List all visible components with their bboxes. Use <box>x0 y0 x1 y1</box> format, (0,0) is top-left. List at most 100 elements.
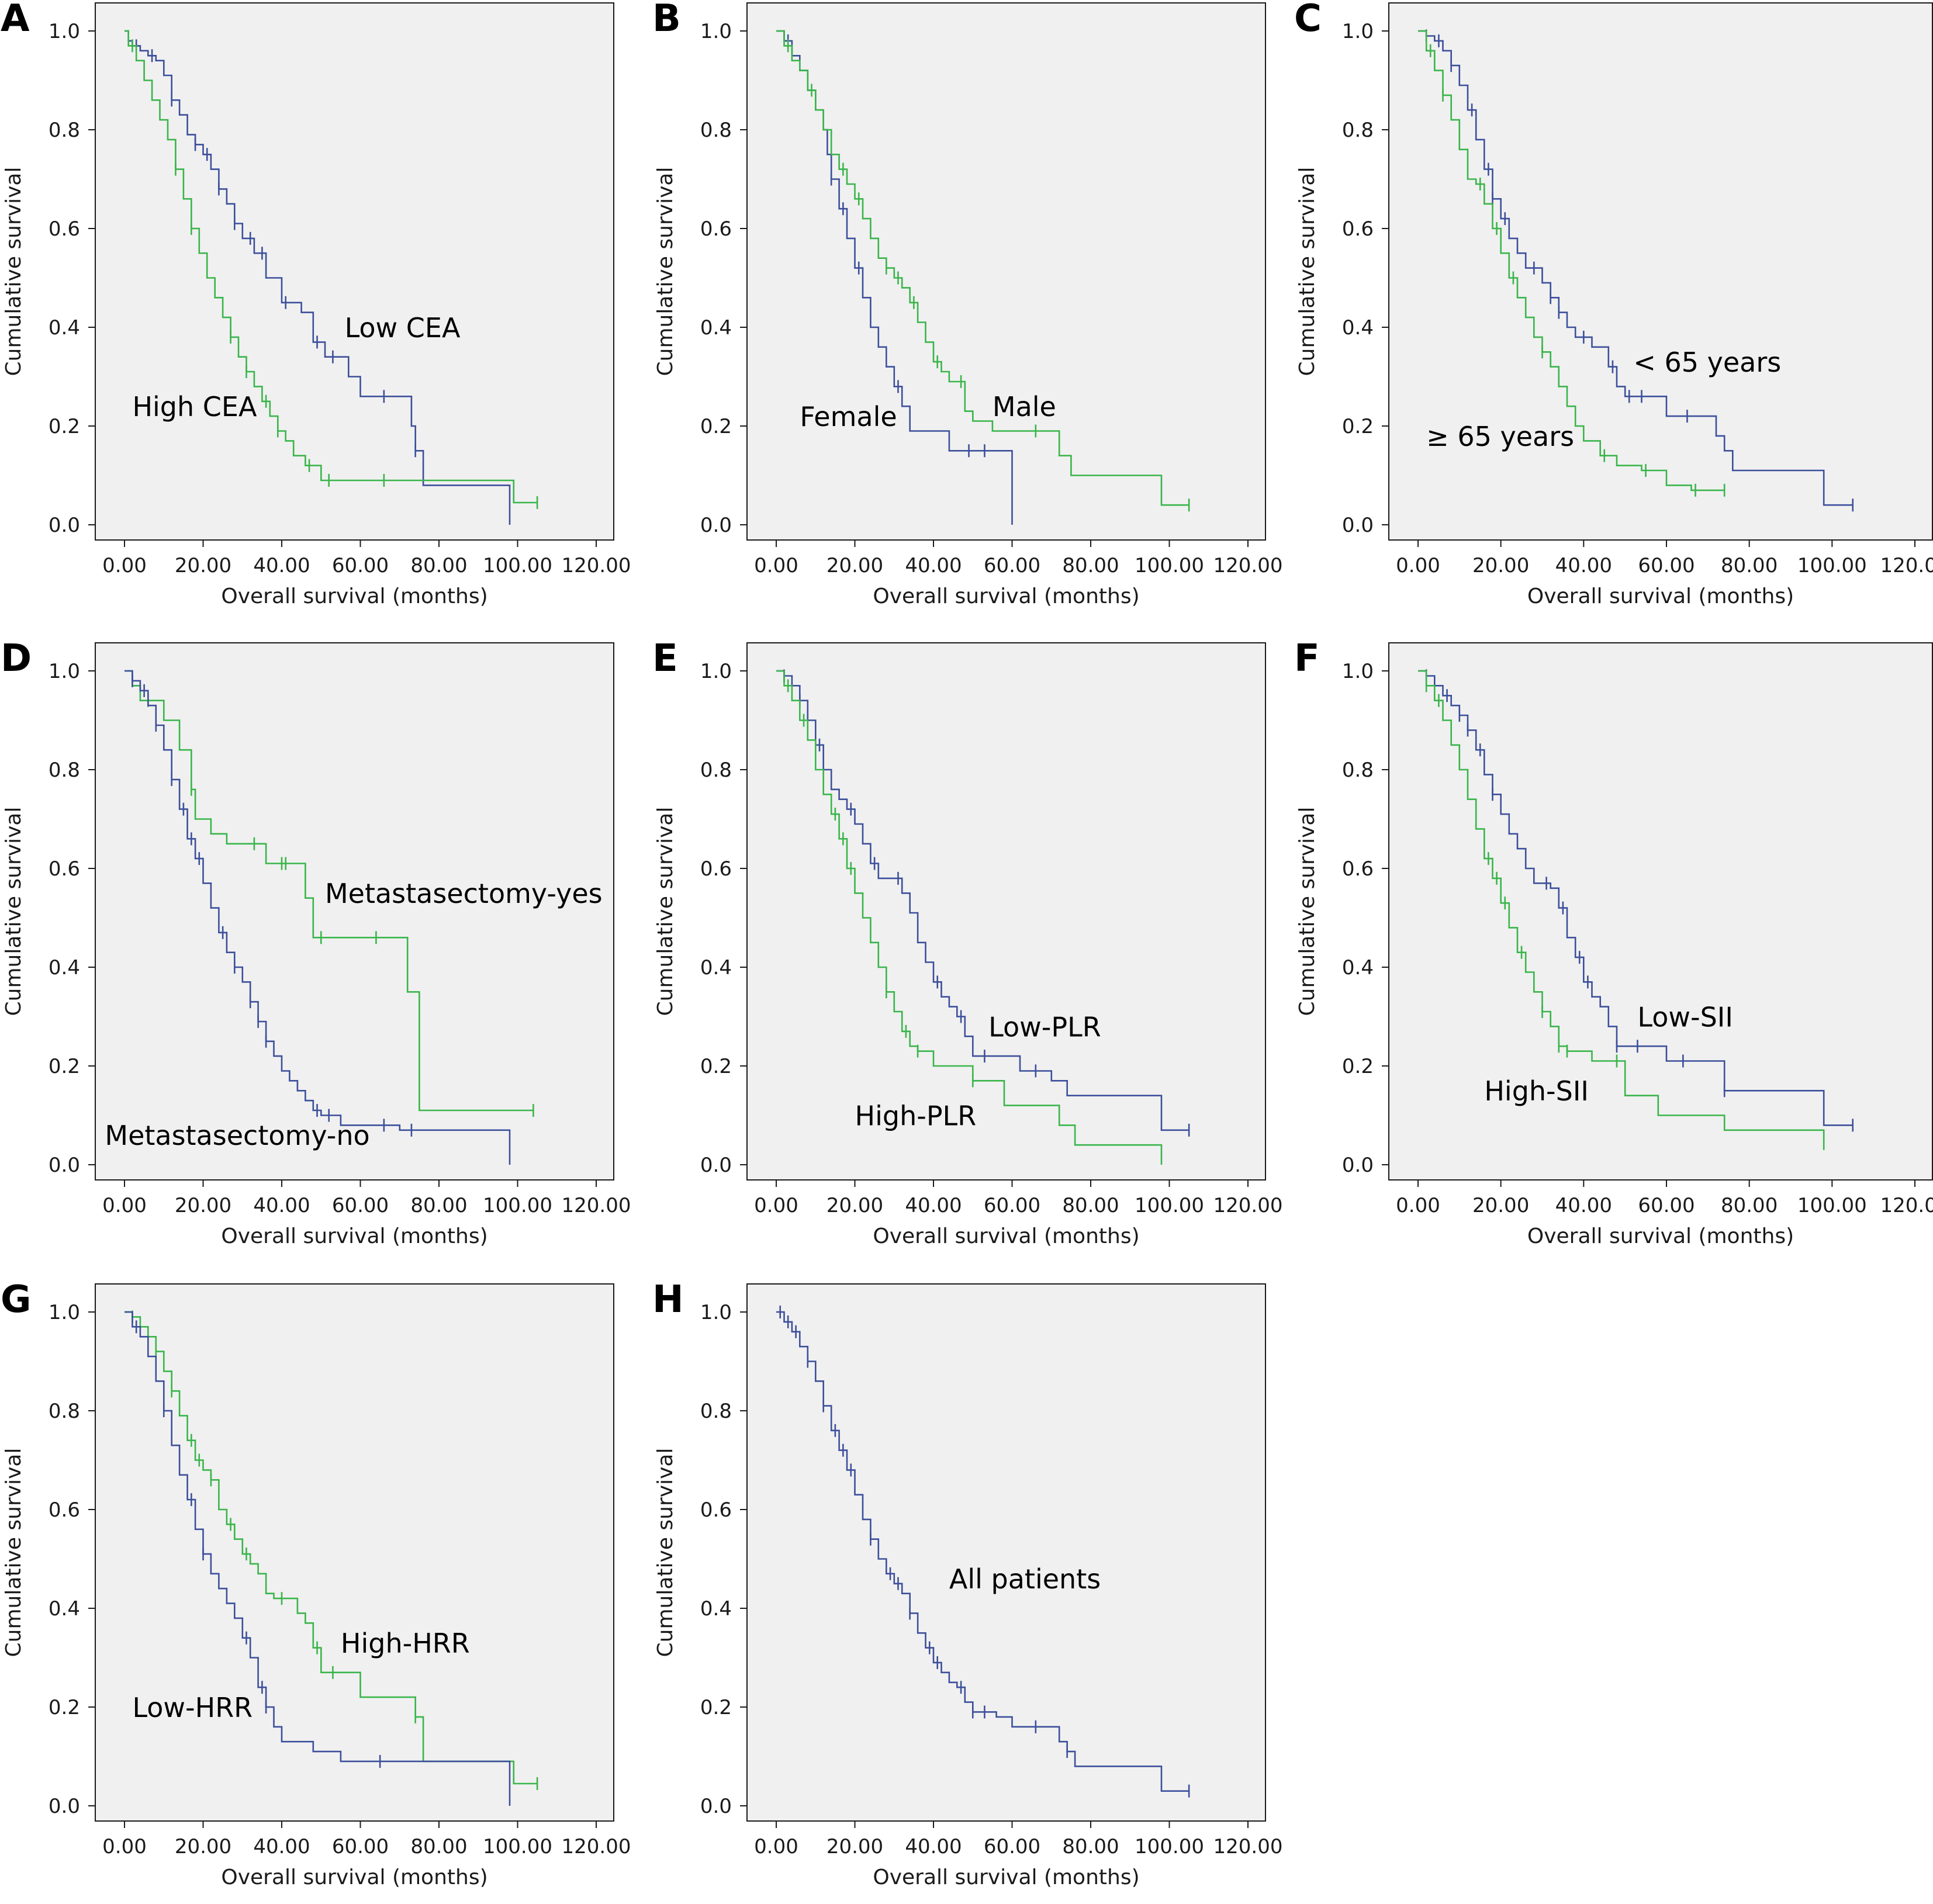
survival-curve-high-sii <box>1418 670 1825 1150</box>
y-tick-label: 0.6 <box>700 217 732 241</box>
x-axis-label: Overall survival (months) <box>221 1865 487 1889</box>
panel-letter: C <box>1294 0 1322 40</box>
x-tick-label: 0.00 <box>102 1835 147 1858</box>
plot-area <box>746 642 1266 1181</box>
x-tick-label: 100.00 <box>1135 1194 1204 1217</box>
km-panel-h: H 0.0 0.2 0.4 0.6 0.8 1.0 0.00 20.00 40.00 60.00 80… <box>652 1278 1282 1889</box>
survival-curve-65-years <box>1418 30 1853 506</box>
y-tick-label: 0.2 <box>700 1055 732 1078</box>
km-panel-f: F 0.0 0.2 0.4 0.6 0.8 1.0 0.00 20.00 40.00 60.00 80… <box>1294 637 1933 1248</box>
y-axis-label: Cumulative survival <box>653 807 677 1016</box>
y-tick-label: 0.0 <box>1342 514 1374 537</box>
y-tick-label: 0.4 <box>700 1597 732 1621</box>
x-tick-label: 100.00 <box>483 1835 552 1858</box>
km-panel-e: E 0.0 0.2 0.4 0.6 0.8 1.0 0.00 20.00 40.00 60.00 80… <box>652 637 1282 1248</box>
km-panel-a: A 0.0 0.2 0.4 0.6 0.8 1.0 0.00 20.00 40.00 60.00 80… <box>1 0 631 608</box>
x-tick-label: 0.00 <box>754 554 798 577</box>
curve-label: High-HRR <box>341 1628 470 1659</box>
survival-curve-all-patients <box>776 1311 1189 1792</box>
x-tick-label: 40.00 <box>1555 554 1612 577</box>
x-tick-label: 60.00 <box>1638 554 1695 577</box>
y-tick-label: 0.2 <box>1342 415 1374 438</box>
y-tick-label: 0.0 <box>49 1795 80 1818</box>
x-tick-label: 0.00 <box>754 1835 798 1858</box>
x-tick-label: 60.00 <box>1638 1194 1695 1217</box>
curve-label: Low CEA <box>345 312 461 344</box>
x-tick-label: 100.00 <box>1135 554 1204 577</box>
x-tick-label: 100.00 <box>1135 1835 1204 1858</box>
y-tick-label: 1.0 <box>49 660 80 683</box>
curve-label: Metastasectomy-no <box>105 1120 369 1151</box>
x-tick-label: 40.00 <box>253 1194 310 1217</box>
curve-label: ≥ 65 years <box>1426 421 1574 452</box>
x-tick-label: 0.00 <box>102 554 147 577</box>
x-tick-label: 20.00 <box>1472 1194 1529 1217</box>
x-axis-label: Overall survival (months) <box>1527 1224 1794 1248</box>
x-axis-label: Overall survival (months) <box>221 1224 487 1248</box>
curve-label: Low-PLR <box>988 1011 1101 1043</box>
panel-letter: D <box>1 637 32 680</box>
y-tick-label: 0.6 <box>700 1498 732 1522</box>
x-tick-label: 80.00 <box>410 1835 467 1858</box>
y-tick-label: 0.0 <box>49 1154 80 1177</box>
x-tick-label: 40.00 <box>905 554 962 577</box>
x-tick-label: 120.00 <box>562 1835 631 1858</box>
y-axis-label: Cumulative survival <box>653 167 677 376</box>
curve-label: Low-SII <box>1637 1001 1733 1033</box>
x-tick-label: 20.00 <box>827 1835 883 1858</box>
y-tick-label: 0.6 <box>700 857 732 881</box>
curve-label: Female <box>800 401 897 432</box>
y-tick-label: 0.6 <box>49 1498 80 1522</box>
x-axis-label: Overall survival (months) <box>873 1224 1139 1248</box>
y-tick-label: 0.4 <box>49 1597 80 1621</box>
x-tick-label: 40.00 <box>253 1835 310 1858</box>
y-tick-label: 0.8 <box>1342 759 1374 782</box>
x-tick-label: 60.00 <box>332 554 389 577</box>
y-tick-label: 1.0 <box>1342 20 1374 43</box>
x-tick-label: 80.00 <box>1062 554 1119 577</box>
y-tick-label: 0.0 <box>1342 1154 1374 1177</box>
curve-label: High-PLR <box>855 1100 977 1131</box>
y-axis-label: Cumulative survival <box>2 807 26 1016</box>
x-tick-label: 0.00 <box>102 1194 147 1217</box>
x-tick-label: 100.00 <box>1797 554 1867 577</box>
x-tick-label: 80.00 <box>1721 554 1778 577</box>
y-tick-label: 0.2 <box>1342 1055 1374 1078</box>
y-tick-label: 0.8 <box>1342 119 1374 142</box>
y-tick-label: 0.8 <box>49 759 80 782</box>
x-tick-label: 60.00 <box>332 1835 389 1858</box>
y-tick-label: 0.2 <box>49 1696 80 1719</box>
x-tick-label: 40.00 <box>905 1194 962 1217</box>
x-axis-label: Overall survival (months) <box>873 1865 1139 1889</box>
x-tick-label: 80.00 <box>1062 1835 1119 1858</box>
y-axis-label: Cumulative survival <box>653 1448 677 1657</box>
survival-curve-low-plr <box>776 670 1189 1131</box>
curve-label: High CEA <box>132 391 257 423</box>
x-tick-label: 80.00 <box>1721 1194 1778 1217</box>
x-tick-label: 20.00 <box>175 1194 231 1217</box>
y-tick-label: 1.0 <box>700 20 732 43</box>
y-tick-label: 0.6 <box>49 217 80 241</box>
curve-label: All patients <box>949 1563 1101 1595</box>
x-tick-label: 100.00 <box>1797 1194 1867 1217</box>
survival-curve-low-hrr <box>125 1311 511 1806</box>
x-tick-label: 120.00 <box>1213 554 1283 577</box>
y-tick-label: 0.8 <box>49 1400 80 1423</box>
panel-letter: G <box>1 1278 32 1321</box>
y-tick-label: 0.2 <box>700 1696 732 1719</box>
y-axis-label: Cumulative survival <box>2 1448 26 1657</box>
y-tick-label: 0.8 <box>700 119 732 142</box>
x-tick-label: 20.00 <box>175 1835 231 1858</box>
x-tick-label: 0.00 <box>754 1194 798 1217</box>
curve-label: High-SII <box>1484 1075 1589 1107</box>
x-tick-label: 60.00 <box>332 1194 389 1217</box>
survival-curve-metastasectomy-yes <box>125 670 534 1112</box>
y-tick-label: 0.0 <box>49 514 80 537</box>
y-axis-label: Cumulative survival <box>1295 807 1319 1016</box>
curve-label: Metastasectomy-yes <box>325 878 603 909</box>
x-tick-label: 120.00 <box>562 1194 631 1217</box>
plot-area <box>95 642 614 1181</box>
plot-area <box>95 2 614 541</box>
x-tick-label: 120.00 <box>562 554 631 577</box>
